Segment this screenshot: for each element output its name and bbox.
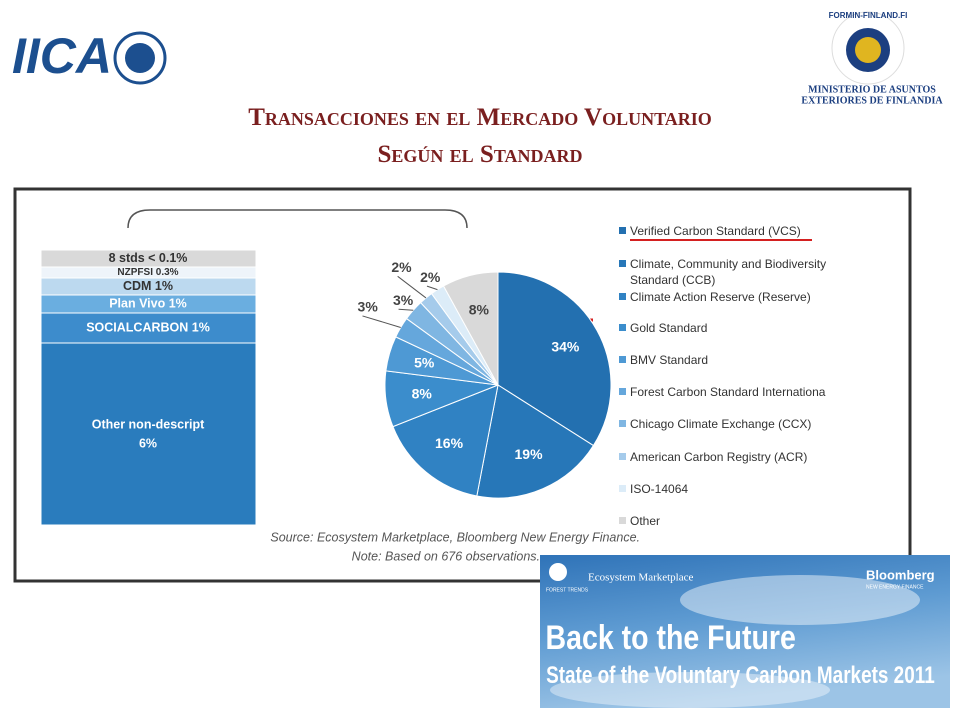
legend-label: American Carbon Registry (ACR) bbox=[630, 450, 808, 464]
crest-lion bbox=[855, 37, 881, 63]
banner-headline: Back to the Future bbox=[546, 619, 796, 657]
data-label: 3% bbox=[393, 292, 414, 308]
data-label: 3% bbox=[358, 299, 379, 315]
legend-label: Climate, Community and Biodiversity Stan… bbox=[630, 257, 827, 287]
legend-swatch bbox=[619, 517, 626, 524]
bracket bbox=[127, 209, 468, 229]
breakdown-segment bbox=[40, 312, 257, 344]
cloud bbox=[550, 672, 830, 708]
ministry: MINISTERIO DE ASUNTOS bbox=[808, 84, 936, 95]
title: Según el Standard bbox=[377, 141, 583, 168]
breakdown-label: NZPFSI 0.3% bbox=[117, 267, 178, 278]
data-label: 5% bbox=[414, 354, 435, 370]
legend-label: BMV Standard bbox=[630, 353, 709, 367]
pie-slice bbox=[392, 384, 499, 497]
legend-swatch bbox=[619, 227, 626, 234]
legend-label: ISO-14064 bbox=[630, 482, 689, 496]
pie-slice bbox=[442, 271, 499, 386]
legend-swatch bbox=[619, 324, 626, 331]
breakdown-segment bbox=[40, 342, 257, 526]
data-label: 2% bbox=[391, 259, 412, 275]
title: Transacciones en el Mercado Voluntario bbox=[248, 104, 712, 131]
ministry: EXTERIORES DE FINLANDIA bbox=[801, 95, 943, 106]
banner-partner-sub: NEW ENERGY FINANCE bbox=[866, 584, 924, 590]
breakdown-label: 8 stds < 0.1% bbox=[109, 251, 188, 265]
pie-slice bbox=[476, 384, 595, 499]
logo-globe bbox=[113, 31, 167, 85]
data-label: 2% bbox=[420, 269, 441, 285]
pie-slice bbox=[497, 271, 612, 447]
data-label: 8% bbox=[412, 385, 433, 401]
legend-label: Chicago Climate Exchange (CCX) bbox=[630, 417, 812, 431]
legend-label: Other bbox=[630, 514, 661, 528]
legend-swatch bbox=[619, 453, 626, 460]
breakdown-label: 6% bbox=[139, 436, 157, 450]
legend-label: Forest Carbon Standard Internationa bbox=[630, 385, 826, 399]
crest-text: FORMIN-FINLAND.FI bbox=[829, 11, 908, 20]
cloud bbox=[680, 575, 920, 625]
data-label: 34% bbox=[551, 339, 580, 355]
logo-left: IICA bbox=[12, 28, 112, 84]
banner-org: FOREST TRENDS bbox=[546, 587, 589, 593]
breakdown-label: Other non-descript bbox=[92, 417, 205, 431]
banner-partner: Bloomberg bbox=[866, 567, 935, 582]
breakdown-label: CDM 1% bbox=[123, 279, 173, 293]
legend-label: Climate Action Reserve (Reserve) bbox=[630, 290, 811, 304]
data-label: 16% bbox=[435, 435, 464, 451]
banner bbox=[540, 555, 950, 708]
source: Source: Ecosystem Marketplace, Bloomberg… bbox=[270, 530, 640, 544]
legend-label: Verified Carbon Standard (VCS) bbox=[630, 224, 801, 238]
banner-brand: Ecosystem Marketplace bbox=[588, 572, 693, 584]
data-label: 19% bbox=[515, 446, 544, 462]
legend-swatch bbox=[619, 388, 626, 395]
leader-line bbox=[397, 275, 427, 299]
legend-swatch bbox=[619, 485, 626, 492]
leader-line bbox=[426, 285, 438, 291]
data-label: 8% bbox=[469, 301, 490, 317]
legend-swatch bbox=[619, 293, 626, 300]
legend-swatch bbox=[619, 356, 626, 363]
legend-swatch bbox=[619, 420, 626, 427]
crest-ring bbox=[831, 11, 905, 85]
leader-line bbox=[362, 315, 401, 328]
breakdown-label: Plan Vivo 1% bbox=[109, 296, 187, 310]
breakdown-label: SOCIALCARBON 1% bbox=[86, 320, 210, 334]
legend-swatch bbox=[619, 260, 626, 267]
banner-subline: State of the Voluntary Carbon Markets 20… bbox=[546, 661, 935, 689]
banner-icon bbox=[549, 563, 567, 581]
legend-label: Gold Standard bbox=[630, 321, 708, 335]
leader-line bbox=[398, 308, 414, 311]
note: Note: Based on 676 observations. bbox=[352, 549, 540, 563]
logo-globe-inner bbox=[125, 43, 155, 73]
